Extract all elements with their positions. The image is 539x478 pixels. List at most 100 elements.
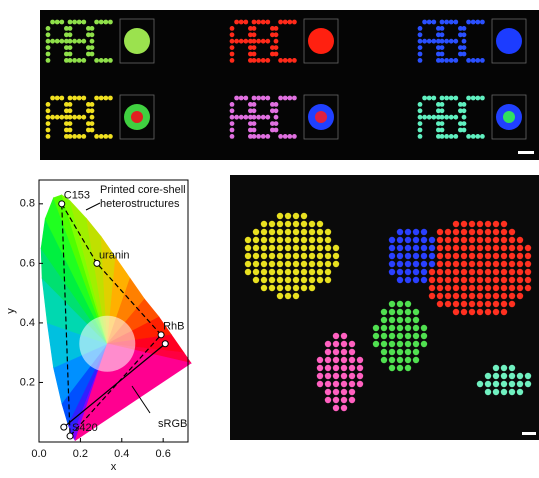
map-dot — [341, 341, 347, 347]
dot — [292, 20, 297, 25]
map-dot — [405, 245, 411, 251]
map-dot — [477, 221, 483, 227]
map-dot — [301, 285, 307, 291]
map-dot — [269, 277, 275, 283]
dot — [471, 58, 476, 63]
map-dot — [453, 285, 459, 291]
dot — [90, 102, 95, 107]
map-dot — [397, 317, 403, 323]
map-dot — [493, 373, 499, 379]
dot — [475, 96, 480, 101]
dot — [59, 39, 64, 44]
map-dot — [333, 253, 339, 259]
map-dot — [413, 253, 419, 259]
dot — [46, 39, 51, 44]
map-dot — [285, 229, 291, 235]
dot — [449, 115, 454, 120]
dot — [444, 134, 449, 139]
dot — [90, 32, 95, 37]
map-dot — [381, 325, 387, 331]
dot — [55, 39, 60, 44]
dot — [99, 58, 104, 63]
map-dot — [277, 245, 283, 251]
map-dot — [317, 245, 323, 251]
map-dot — [501, 269, 507, 275]
dot — [449, 96, 454, 101]
dot — [252, 115, 257, 120]
map-dot — [293, 269, 299, 275]
dot — [230, 128, 235, 133]
dot — [46, 128, 51, 133]
map-dot — [429, 277, 435, 283]
map-dot — [341, 357, 347, 363]
map-dot — [429, 237, 435, 243]
y-tick-label: 0.4 — [20, 317, 35, 329]
x-tick-label: 0.0 — [31, 448, 46, 460]
map-dot — [397, 309, 403, 315]
map-dot — [309, 237, 315, 243]
map-dot — [389, 325, 395, 331]
map-dot — [397, 301, 403, 307]
dot — [283, 134, 288, 139]
dot — [50, 96, 55, 101]
map-dot — [277, 277, 283, 283]
map-dot — [349, 397, 355, 403]
map-dot — [525, 373, 531, 379]
y-axis-label: y — [5, 308, 17, 314]
map-dot — [477, 237, 483, 243]
map-dot — [333, 245, 339, 251]
map-dot — [269, 253, 275, 259]
map-dot — [317, 253, 323, 259]
map-dot — [341, 389, 347, 395]
map-dot — [509, 373, 515, 379]
map-dot — [493, 309, 499, 315]
dot — [46, 26, 51, 31]
map-dot — [429, 253, 435, 259]
map-dot — [389, 261, 395, 267]
dot — [94, 134, 99, 139]
dot — [453, 134, 458, 139]
map-dot — [453, 269, 459, 275]
dot — [81, 58, 86, 63]
map-dot — [381, 349, 387, 355]
dot — [77, 20, 82, 25]
dot — [50, 39, 55, 44]
dot — [252, 39, 257, 44]
dot — [55, 20, 60, 25]
map-dot — [477, 269, 483, 275]
map-dot — [461, 293, 467, 299]
map-dot — [437, 237, 443, 243]
dot — [234, 20, 239, 25]
map-dot — [333, 261, 339, 267]
map-dot — [341, 373, 347, 379]
map-dot — [517, 389, 523, 395]
map-dot — [461, 301, 467, 307]
dot — [274, 102, 279, 107]
dot — [108, 134, 113, 139]
map-dot — [517, 261, 523, 267]
dot — [68, 32, 73, 37]
map-dot — [421, 261, 427, 267]
dot — [256, 58, 261, 63]
map-dot — [253, 261, 259, 267]
map-dot — [309, 221, 315, 227]
map-dot — [509, 261, 515, 267]
map-dot — [277, 285, 283, 291]
dot — [72, 115, 77, 120]
map-dot — [493, 229, 499, 235]
dot — [46, 32, 51, 37]
map-dot — [381, 341, 387, 347]
map-dot — [517, 237, 523, 243]
map-dot — [317, 269, 323, 275]
dot — [261, 134, 266, 139]
map-dot — [501, 229, 507, 235]
map-dot — [325, 349, 331, 355]
map-dot — [269, 269, 275, 275]
map-dot — [301, 221, 307, 227]
dot — [234, 115, 239, 120]
map-dot — [285, 277, 291, 283]
dot — [46, 52, 51, 57]
map-dot — [509, 269, 515, 275]
map-dot — [389, 237, 395, 243]
dot — [103, 20, 108, 25]
